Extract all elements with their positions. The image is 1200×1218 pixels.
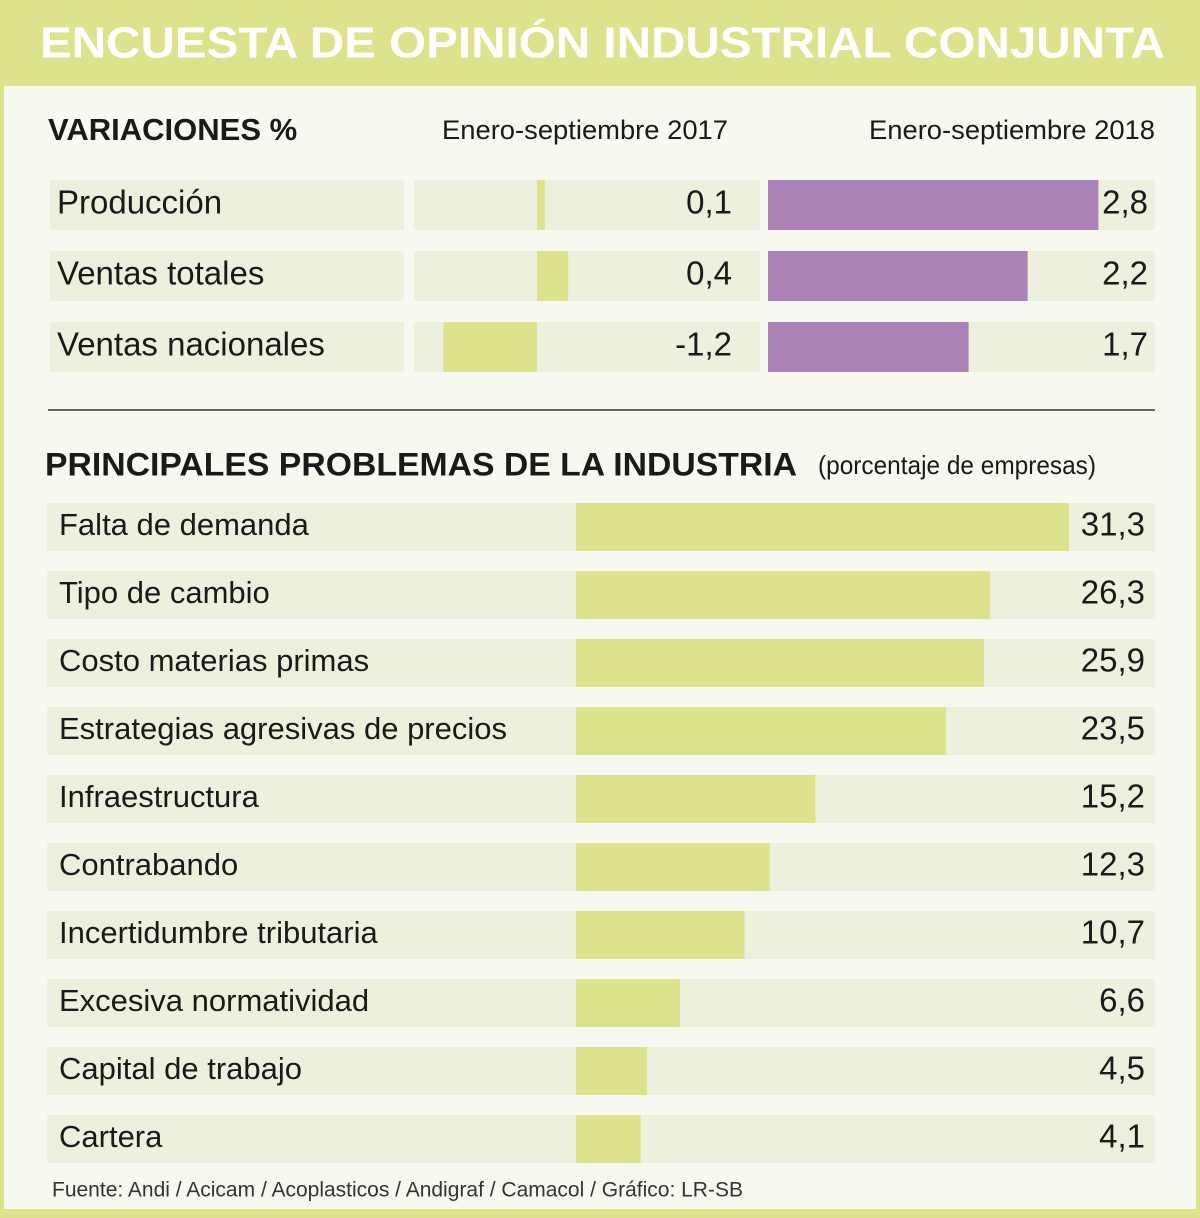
- chart-subtitle: (porcentaje de empresas): [818, 450, 1096, 480]
- bar: [576, 843, 770, 891]
- footer-band: [0, 1209, 1200, 1218]
- bar: [576, 1047, 647, 1095]
- category-label: Costo materias primas: [59, 643, 369, 678]
- row-background: [50, 251, 404, 301]
- category-label: Excesiva normatividad: [59, 983, 369, 1018]
- series-name: Enero-septiembre 2018: [869, 115, 1155, 145]
- category-label: Estrategias agresivas de precios: [59, 711, 507, 746]
- category-label: Ventas totales: [57, 255, 264, 292]
- bar: [576, 639, 984, 687]
- value-label: 1,7: [1102, 326, 1148, 363]
- row-background: [50, 180, 404, 230]
- bar: [576, 979, 680, 1027]
- value-label: 31,3: [1081, 506, 1145, 543]
- value-label: 0,1: [686, 184, 732, 221]
- value-label: 6,6: [1099, 982, 1145, 1019]
- value-label: 15,2: [1081, 778, 1145, 815]
- value-label: -1,2: [675, 326, 732, 363]
- category-label: Cartera: [59, 1119, 163, 1154]
- bar: [537, 180, 545, 230]
- bar: [768, 322, 969, 372]
- row-background: [414, 251, 760, 301]
- chart-title: VARIACIONES %: [48, 112, 297, 147]
- right-border: [1196, 86, 1200, 1210]
- value-label: 25,9: [1081, 642, 1145, 679]
- chart-title: PRINCIPALES PROBLEMAS DE LA INDUSTRIA: [45, 446, 797, 482]
- bar: [768, 180, 1099, 230]
- series-name: Enero-septiembre 2017: [442, 115, 728, 145]
- category-label: Falta de demanda: [59, 507, 310, 542]
- category-label: Ventas nacionales: [57, 326, 325, 363]
- value-label: 2,2: [1102, 255, 1148, 292]
- value-label: 4,1: [1099, 1118, 1145, 1155]
- category-label: Contrabando: [59, 847, 238, 882]
- category-label: Tipo de cambio: [59, 575, 270, 610]
- row-background: [414, 180, 760, 230]
- value-label: 4,5: [1099, 1050, 1145, 1087]
- bar: [443, 322, 537, 372]
- value-label: 2,8: [1102, 184, 1148, 221]
- left-border: [0, 86, 4, 1210]
- category-label: Infraestructura: [59, 779, 260, 814]
- header-band: [0, 0, 1200, 86]
- value-label: 12,3: [1081, 846, 1145, 883]
- category-label: Capital de trabajo: [59, 1051, 302, 1086]
- row-background: [50, 322, 404, 372]
- bar: [576, 503, 1069, 551]
- bar: [768, 251, 1028, 301]
- bar: [537, 251, 569, 301]
- value-label: 10,7: [1081, 914, 1145, 951]
- value-label: 26,3: [1081, 574, 1145, 611]
- bar: [576, 571, 991, 619]
- page-title: ENCUESTA DE OPINIÓN INDUSTRIAL CONJUNTA: [40, 18, 1165, 68]
- bar: [576, 911, 745, 959]
- bar: [576, 1115, 641, 1163]
- bar: [576, 775, 816, 823]
- category-label: Producción: [57, 184, 222, 221]
- category-label: Incertidumbre tributaria: [59, 915, 379, 950]
- bar: [576, 707, 947, 755]
- value-label: 23,5: [1081, 710, 1145, 747]
- value-label: 0,4: [686, 255, 732, 292]
- source: Fuente: Andi / Acicam / Acoplasticos / A…: [52, 1179, 743, 1202]
